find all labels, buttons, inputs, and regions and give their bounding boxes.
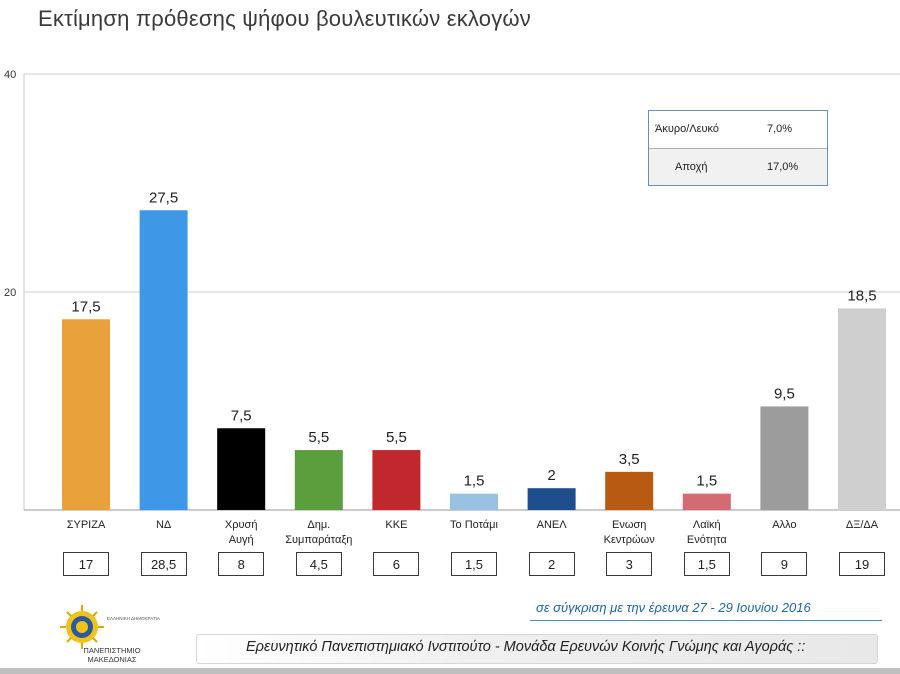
previous-value-box: 1,5	[683, 552, 730, 576]
bar	[294, 450, 343, 510]
bar-value-label: 9,5	[774, 385, 795, 402]
category-label: Λαϊκή	[693, 519, 721, 531]
category-label: Ενότητα	[687, 534, 727, 546]
legend-row-invalid: Άκυρο/Λευκό 7,0%	[649, 111, 827, 147]
bar	[838, 308, 886, 510]
bar-value-label: 5,5	[386, 429, 407, 446]
category-label: ΝΔ	[156, 519, 172, 531]
legend-label: Άκυρο/Λευκό	[655, 123, 720, 135]
bar-value-label: 18,5	[847, 287, 876, 304]
previous-value-box: 3	[606, 552, 653, 576]
previous-value-box: 4,5	[295, 552, 342, 576]
logo-name: ΠΑΝΕΠΙΣΤΗΜΙΟ ΜΑΚΕΔΟΝΙΑΣ	[83, 646, 141, 664]
logo-subtitle: ΕΛΛΗΝΙΚΗ ΔΗΜΟΚΡΑΤΙΑ	[107, 616, 160, 621]
bar	[682, 493, 731, 510]
category-label: ΚΚΕ	[385, 519, 407, 531]
bar-value-label: 3,5	[619, 451, 640, 468]
bar-value-label: 7,5	[231, 407, 252, 424]
bar	[605, 471, 654, 510]
comparison-note: σε σύγκριση με την έρευνα 27 - 29 Ιουνίο…	[530, 600, 882, 621]
y-tick-label: 20	[4, 287, 16, 299]
bar	[372, 450, 421, 510]
previous-value-box: 2	[528, 552, 575, 576]
previous-value-box: 17	[63, 552, 109, 576]
bar	[217, 428, 266, 510]
sun-emblem-icon	[60, 605, 104, 649]
bar	[139, 210, 188, 510]
category-label: ΑΝΕΛ	[537, 519, 568, 531]
category-label: Ενωση	[612, 519, 646, 531]
bar-chart: 40 20 17,5 ΣΥΡΙΖΑ 27,5 ΝΔ 7,5 Χρυσή Αυγή 5,5 Δημ.…	[4, 69, 900, 546]
bar	[62, 319, 110, 510]
bar-value-label: 2	[547, 467, 555, 484]
legend-label: Αποχή	[675, 161, 708, 173]
bar	[450, 493, 498, 510]
previous-value-box: 6	[373, 552, 420, 576]
chart-title: Εκτίμηση πρόθεσης ψήφου βουλευτικών εκλο…	[38, 6, 531, 31]
bar-value-label: 17,5	[71, 298, 100, 315]
legend-row-abstention: Αποχή 17,0%	[649, 148, 827, 185]
bar	[527, 488, 576, 510]
category-label: Κεντρώων	[604, 534, 656, 546]
category-label: Το Ποτάμι	[450, 519, 498, 531]
vote-legend-table: Άκυρο/Λευκό 7,0% Αποχή 17,0%	[648, 110, 828, 186]
bar-value-label: 1,5	[696, 473, 717, 490]
previous-value-box: 8	[218, 552, 265, 576]
previous-value-box: 1,5	[451, 552, 497, 576]
bar-value-label: 1,5	[464, 473, 485, 490]
category-label: Αυγή	[229, 534, 254, 546]
bar-value-label: 27,5	[149, 189, 178, 206]
category-label: Χρυσή	[225, 519, 258, 531]
category-label: ΔΞ/ΔΑ	[846, 519, 879, 531]
bottom-divider	[0, 668, 900, 674]
legend-value: 17,0%	[767, 161, 799, 173]
university-logo	[58, 603, 168, 669]
bar	[760, 406, 809, 510]
legend-value: 7,0%	[767, 123, 793, 135]
category-label: Συμπαράταξη	[285, 534, 352, 546]
category-label: Αλλο	[772, 519, 796, 531]
category-label: ΣΥΡΙΖΑ	[67, 519, 106, 531]
previous-value-box: 9	[761, 552, 808, 576]
category-label: Δημ.	[307, 519, 330, 531]
previous-value-box: 19	[839, 552, 885, 576]
bar-value-label: 5,5	[308, 429, 329, 446]
footer-banner	[196, 634, 878, 664]
footer-institute-text: Ερευνητικό Πανεπιστημιακό Ινστιτούτο - Μ…	[246, 639, 806, 655]
y-tick-label: 40	[4, 69, 16, 81]
previous-value-box: 28,5	[140, 552, 187, 576]
